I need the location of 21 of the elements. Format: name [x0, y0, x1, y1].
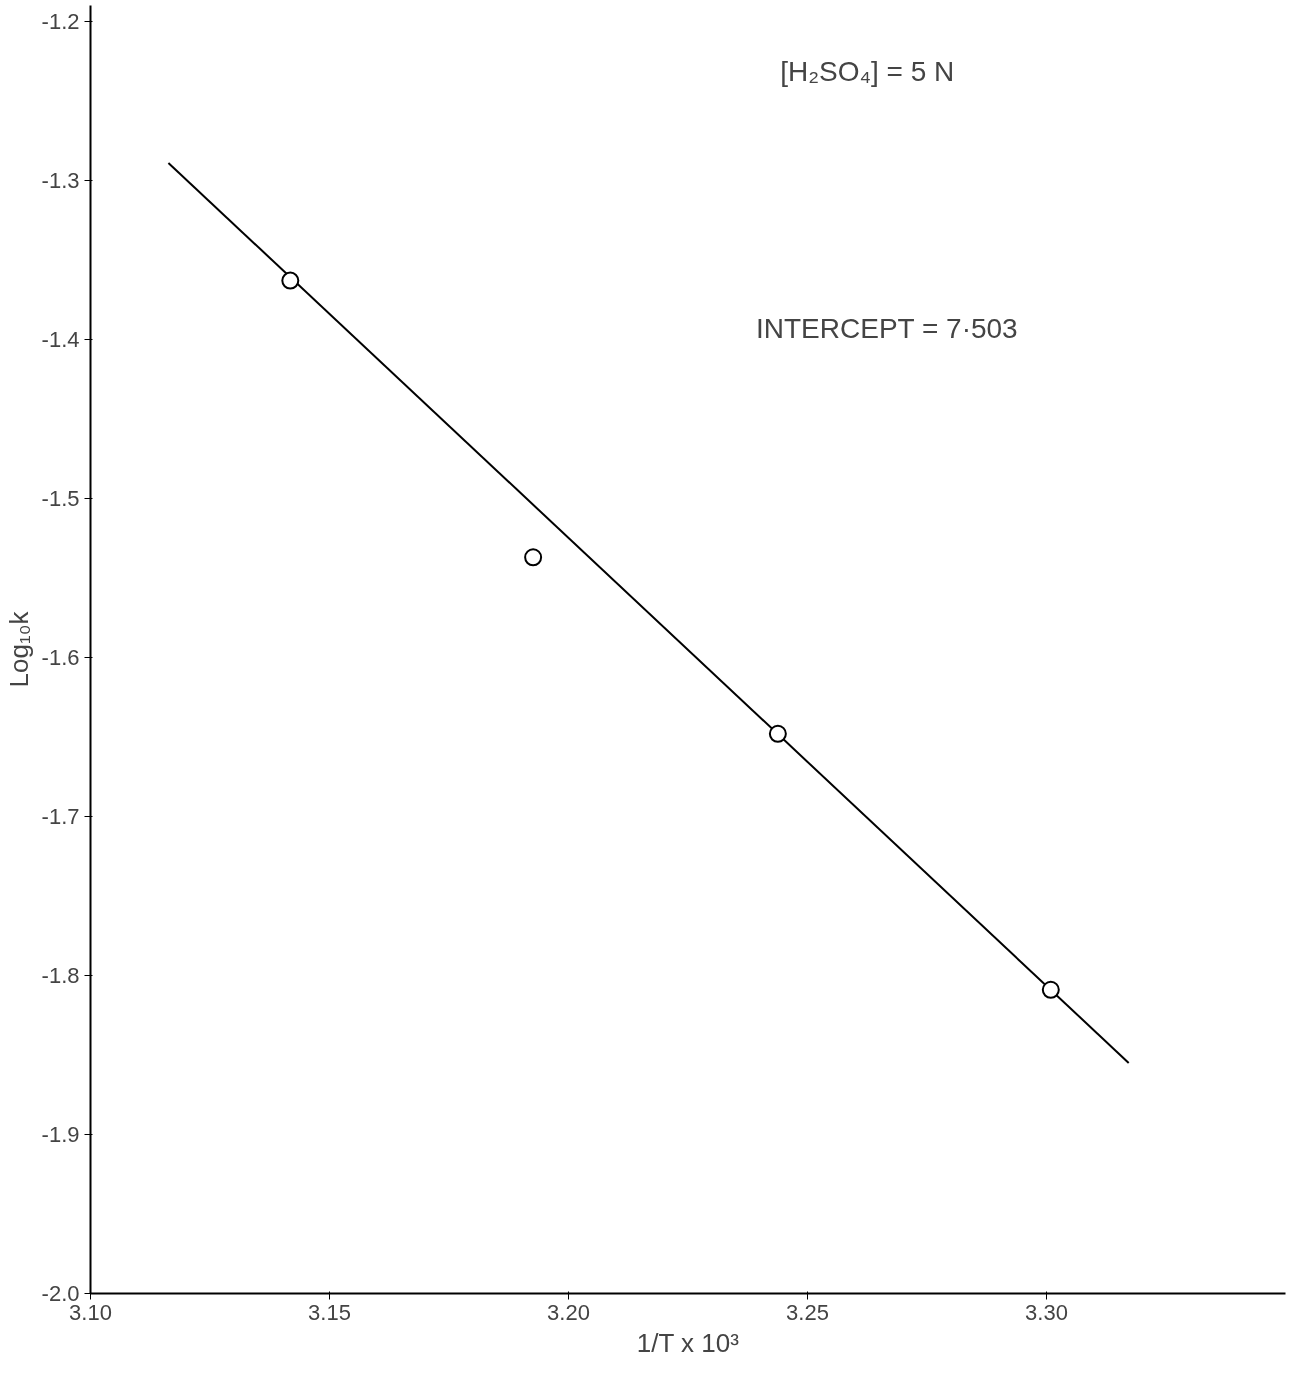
point — [768, 724, 787, 743]
y-axis-title: Log₁₀k — [3, 610, 34, 688]
y-tick-label: -1.7 — [41, 803, 80, 829]
y-tick-label: -1.9 — [41, 1121, 80, 1147]
x-axis-title: 1/T x 10³ — [636, 1327, 740, 1358]
y-tick-label: -1.6 — [41, 644, 80, 670]
y-tick-label: -2.0 — [41, 1281, 80, 1306]
point — [524, 548, 543, 567]
x-tick-label: 3.15 — [308, 1299, 351, 1325]
y-tick-label: -1.8 — [41, 962, 80, 988]
x-tick-label: 3.30 — [1025, 1299, 1068, 1325]
y-tick-label: -1.2 — [41, 8, 80, 34]
x-tick-label: 3.20 — [547, 1299, 590, 1325]
y-tick-label: -1.5 — [41, 485, 80, 511]
y-tick-label: -1.3 — [41, 167, 80, 193]
x-tick-label: 3.25 — [786, 1299, 829, 1325]
annotation: [H₂SO₄] = 5 N — [780, 56, 955, 88]
point — [1041, 980, 1060, 999]
point — [281, 271, 300, 290]
y-tick-label: -1.4 — [41, 326, 80, 352]
annotation: INTERCEPT = 7·503 — [756, 312, 1018, 344]
